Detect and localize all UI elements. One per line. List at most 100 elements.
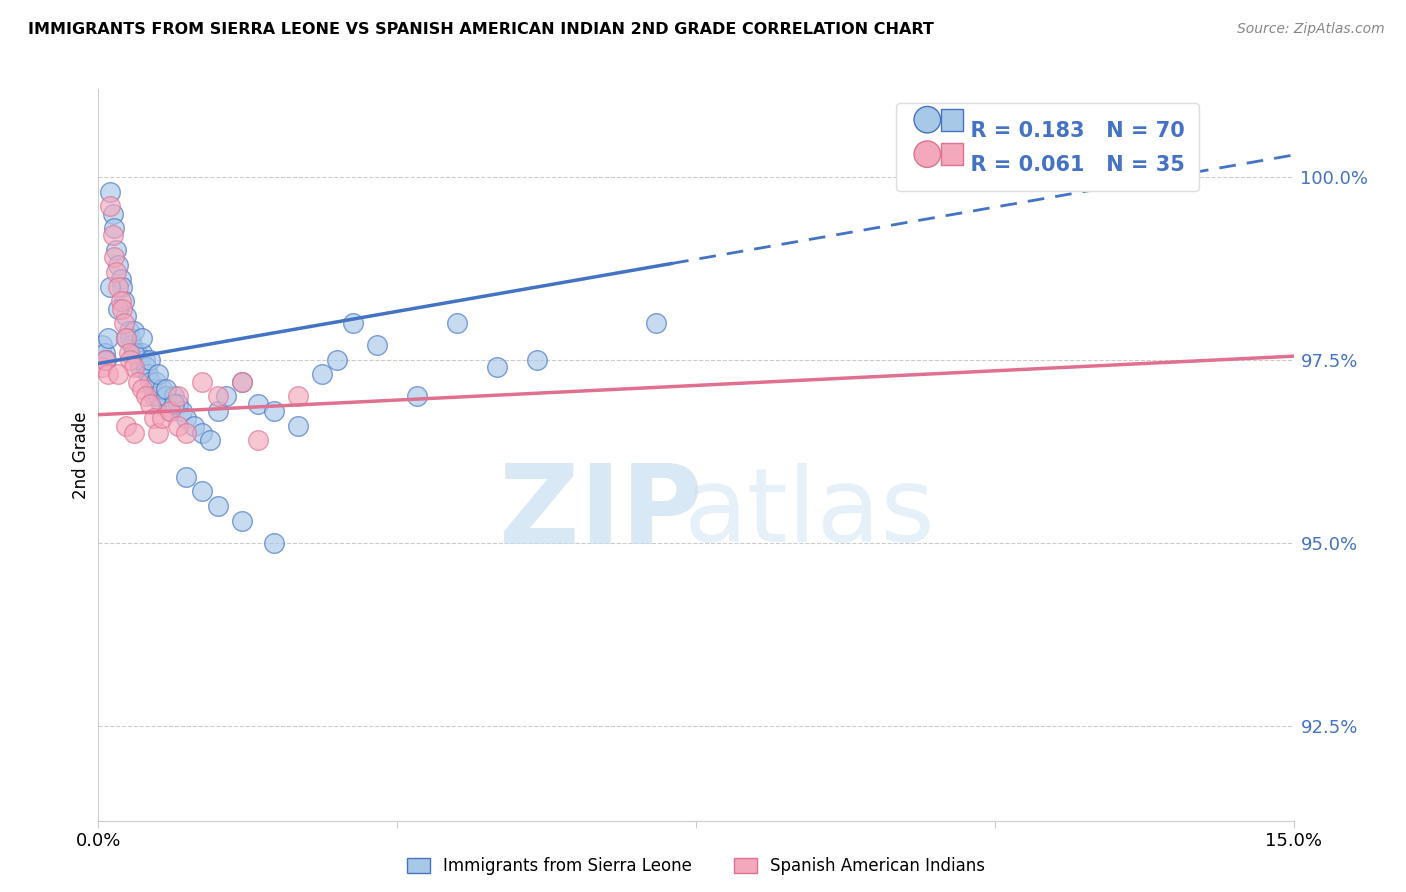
Point <box>101 228 124 243</box>
Point <box>167 418 190 433</box>
Point <box>131 345 153 359</box>
Point <box>366 338 388 352</box>
Point <box>128 360 150 375</box>
Point <box>645 316 668 330</box>
Point <box>163 397 186 411</box>
Point <box>406 389 429 403</box>
Point <box>124 425 146 440</box>
Point <box>174 411 197 425</box>
Point <box>134 352 156 367</box>
Point <box>124 345 146 359</box>
Point <box>107 368 129 382</box>
Point <box>115 331 138 345</box>
Point <box>135 389 157 403</box>
Point <box>94 352 117 367</box>
Point <box>98 279 122 293</box>
Point <box>120 331 142 345</box>
Point <box>127 352 149 367</box>
Point <box>127 375 149 389</box>
Point <box>101 206 124 220</box>
Point <box>104 243 127 257</box>
Point <box>167 397 190 411</box>
Point <box>526 352 548 367</box>
Point <box>191 375 214 389</box>
Point <box>159 404 181 418</box>
Point <box>110 272 132 286</box>
Point <box>148 425 170 440</box>
Text: Source: ZipAtlas.com: Source: ZipAtlas.com <box>1237 22 1385 37</box>
Point <box>120 352 142 367</box>
Point <box>191 484 214 499</box>
Point <box>103 221 125 235</box>
Point <box>139 375 162 389</box>
Point <box>145 375 167 389</box>
Point <box>107 279 129 293</box>
Point <box>97 368 120 382</box>
Point <box>149 397 172 411</box>
Point <box>207 389 229 403</box>
Point <box>96 352 118 367</box>
Text: ZIP: ZIP <box>499 460 702 567</box>
Point <box>124 324 146 338</box>
Point <box>207 404 229 418</box>
Point <box>112 316 135 330</box>
Point <box>98 185 122 199</box>
Point <box>191 425 214 440</box>
Text: atlas: atlas <box>683 463 935 564</box>
Point <box>131 331 153 345</box>
Point <box>342 316 364 330</box>
Point <box>139 397 162 411</box>
Point <box>174 425 197 440</box>
Point <box>115 418 138 433</box>
Point <box>174 470 197 484</box>
Point <box>231 375 253 389</box>
Point <box>125 345 148 359</box>
Point <box>110 294 132 309</box>
Point <box>150 382 173 396</box>
Point <box>198 434 221 448</box>
Point <box>311 368 333 382</box>
Point <box>91 360 114 375</box>
Point <box>326 352 349 367</box>
Point <box>485 360 508 375</box>
Point <box>263 404 285 418</box>
Point <box>163 389 186 403</box>
Point <box>1083 155 1105 169</box>
Point <box>155 382 177 396</box>
Point <box>215 389 238 403</box>
Point <box>446 316 468 330</box>
Point <box>287 418 309 433</box>
Point <box>115 309 138 323</box>
Point <box>231 375 253 389</box>
Point <box>118 324 141 338</box>
Point <box>207 499 229 513</box>
Point <box>263 535 285 549</box>
Point <box>287 389 309 403</box>
Point <box>246 397 269 411</box>
Point <box>115 331 138 345</box>
Point <box>172 404 194 418</box>
Point <box>111 279 134 293</box>
Y-axis label: 2nd Grade: 2nd Grade <box>72 411 90 499</box>
Point <box>183 418 205 433</box>
Point <box>111 301 134 316</box>
Point <box>121 338 143 352</box>
Point <box>246 434 269 448</box>
Point <box>98 199 122 213</box>
Point <box>107 301 129 316</box>
Point <box>148 368 170 382</box>
Point <box>148 389 170 403</box>
Point <box>143 389 166 403</box>
Point <box>91 338 114 352</box>
Point <box>143 411 166 425</box>
Point <box>104 265 127 279</box>
Point <box>1163 162 1185 177</box>
Legend: Immigrants from Sierra Leone, Spanish American Indians: Immigrants from Sierra Leone, Spanish Am… <box>399 850 993 882</box>
Point <box>103 251 125 265</box>
Point <box>118 345 141 359</box>
Point <box>159 404 181 418</box>
Point <box>112 294 135 309</box>
Point <box>136 368 159 382</box>
Point <box>231 514 253 528</box>
Point <box>139 352 162 367</box>
